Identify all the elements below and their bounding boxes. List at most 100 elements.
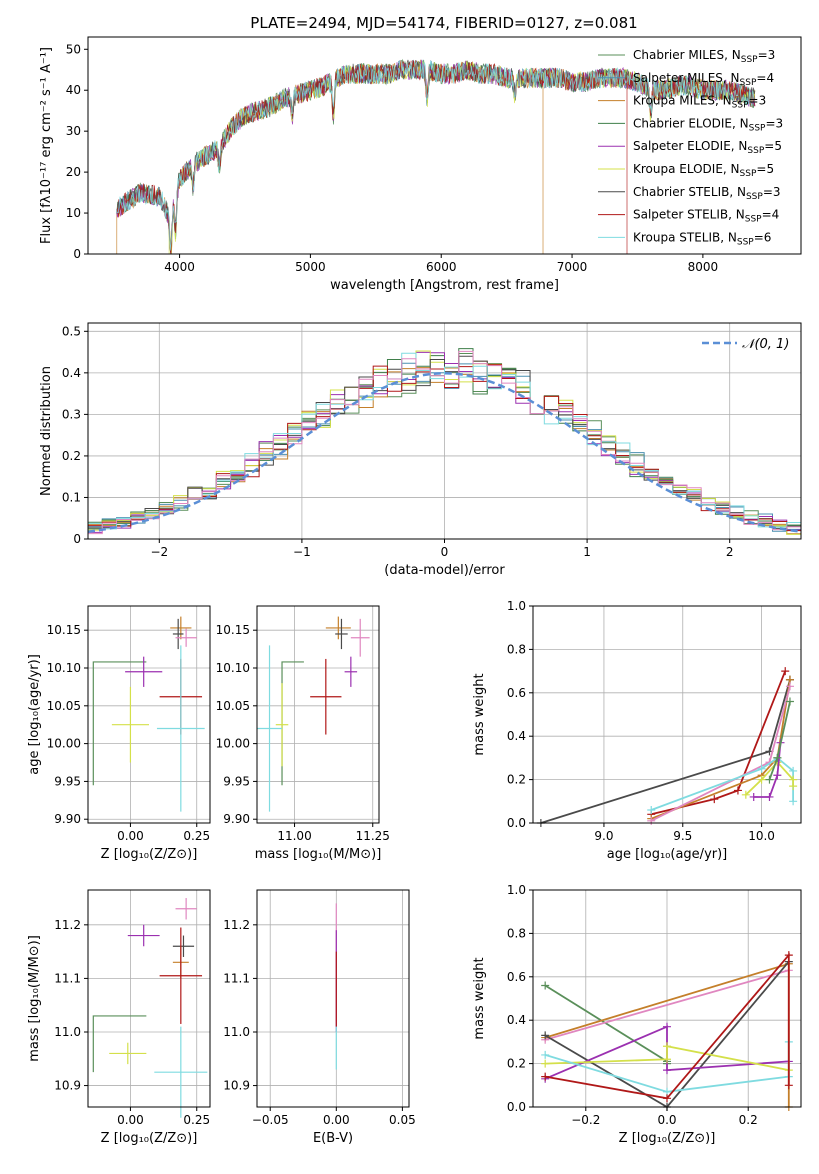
legend-label: Salpeter ELODIE, NSSP=5 [633, 139, 782, 156]
y-tick-label: 10.15 [47, 623, 81, 637]
legend-label: Salpeter STELIB, NSSP=4 [633, 208, 779, 225]
x-tick-label: 0.00 [117, 1113, 144, 1127]
massweight-point-marker [789, 766, 798, 775]
y-tick-label: 0.0 [507, 816, 526, 830]
x-axis-label: Z [log₁₀(Z/Z⊙)] [619, 1131, 716, 1146]
y-tick-label: 20 [66, 165, 81, 179]
y-tick-label: 10.05 [216, 699, 250, 713]
massweight-series-line [650, 679, 791, 820]
legend-label: Chabrier MILES, NSSP=3 [633, 48, 775, 65]
axes-frame [87, 889, 211, 1108]
y-axis-label: age [log₁₀(age/yr)] [27, 654, 42, 775]
legend-label: Kroupa STELIB, NSSP=6 [633, 230, 771, 247]
y-tick-label: 0.6 [507, 686, 526, 700]
y-axis-label: mass [log₁₀(M/M⊙)] [27, 935, 42, 1062]
errorbar-step [92, 661, 147, 786]
y-tick-label: 30 [66, 124, 81, 138]
y-tick-label: 10 [66, 206, 81, 220]
y-tick-label: 1.0 [507, 599, 526, 613]
legend-label: 𝒩(0, 1) [742, 337, 789, 352]
x-axis-label: E(B-V) [313, 1131, 353, 1146]
massweight-point-marker [789, 782, 798, 791]
massweight-point-marker [749, 792, 758, 801]
y-tick-label: 10.10 [216, 661, 250, 675]
y-axis-label: mass weight [472, 957, 487, 1039]
spectrum-legend: Chabrier MILES, NSSP=3 Salpeter MILES, NS… [598, 48, 783, 247]
spectrum-series-line [116, 60, 756, 255]
axes-frame [256, 605, 380, 824]
residual-histogram [88, 355, 801, 529]
y-tick-label: 9.95 [54, 774, 81, 788]
y-tick-label: 0.4 [62, 366, 81, 380]
massweight-point-marker [757, 775, 766, 784]
y-tick-label: 10.10 [47, 661, 81, 675]
massweight-point-marker [784, 951, 793, 960]
mass-vs-ebv-panel: −0.05 0.00 0.05 10.9 11.0 11.1 11.2 E(B-V) [223, 889, 416, 1146]
x-tick-label: −2 [150, 545, 168, 559]
massweight-series-line [544, 969, 790, 1041]
massweight-point-marker [757, 764, 766, 773]
x-tick-label: 0.25 [183, 1113, 210, 1127]
axes-frame [87, 605, 211, 824]
x-tick-label: 2 [726, 545, 734, 559]
y-tick-label: 40 [66, 83, 81, 97]
y-tick-label: 0.6 [507, 970, 526, 984]
massweight-point-marker [765, 792, 774, 801]
massweight-point-marker [663, 1094, 671, 1103]
x-tick-label: 11.25 [356, 829, 390, 843]
massweight-vs-age-panel: 9.0 9.5 10.0 0.0 0.2 0.4 0.6 0.8 1.0 age [log₁₀(a… [472, 599, 802, 862]
legend-label: Kroupa MILES, NSSP=3 [633, 94, 766, 111]
age-vs-mass-panel: 11.00 11.25 9.90 9.95 10.00 10.05 10.10 10.15 ma… [216, 605, 390, 862]
y-tick-label: 0.3 [62, 407, 81, 421]
axes-frame [87, 36, 802, 255]
massweight-point-marker [663, 1055, 671, 1064]
residual-histogram [88, 352, 801, 530]
y-tick-label: 0.4 [507, 729, 526, 743]
y-axis-label: Flux [fλ10⁻¹⁷ erg cm⁻² s⁻¹ A⁻¹] [39, 47, 54, 244]
massweight-series-line [545, 1045, 789, 1071]
x-tick-label: 5000 [295, 260, 326, 274]
y-tick-label: 10.9 [54, 1079, 81, 1093]
y-tick-label: 0.2 [507, 1057, 526, 1071]
y-tick-label: 11.1 [54, 971, 81, 985]
massweight-point-marker [710, 795, 719, 804]
y-tick-label: 10.00 [47, 737, 81, 751]
massweight-point-marker [773, 753, 782, 762]
legend-label: Salpeter MILES, NSSP=4 [633, 71, 774, 88]
y-tick-label: 0.4 [507, 1013, 526, 1027]
y-tick-label: 10.05 [47, 699, 81, 713]
massweight-point-marker [789, 797, 798, 806]
y-tick-label: 9.95 [223, 774, 250, 788]
legend-label: Chabrier ELODIE, NSSP=3 [633, 116, 783, 133]
massweight-point-marker [663, 1042, 671, 1051]
x-tick-label: 10.0 [748, 829, 775, 843]
x-tick-label: −0.05 [252, 1113, 289, 1127]
residual-histogram [88, 350, 801, 535]
y-tick-label: 0 [73, 247, 81, 261]
y-tick-label: 0.1 [62, 490, 81, 504]
x-tick-label: 9.0 [594, 829, 613, 843]
massweight-point-marker [663, 1066, 671, 1075]
x-tick-label: −1 [293, 545, 311, 559]
y-tick-label: 0.0 [507, 1100, 526, 1114]
spectrum-series-line [116, 59, 756, 251]
axes-frame [256, 889, 410, 1108]
y-tick-label: 10.00 [216, 737, 250, 751]
x-tick-label: 0 [441, 545, 449, 559]
x-tick-label: 0.00 [117, 829, 144, 843]
y-tick-label: 9.90 [54, 812, 81, 826]
x-axis-label: Z [log₁₀(Z/Z⊙)] [101, 1131, 198, 1146]
massweight-point-marker [773, 771, 782, 780]
x-tick-label: 8000 [688, 260, 719, 274]
residuals-panel: 𝒩(0, 1) −2 −1 0 1 2 0 0.1 0.2 0.3 0.4 0.5 (data-mode… [39, 322, 802, 578]
massweight-point-marker [741, 790, 750, 799]
spectrum-panel: Chabrier MILES, NSSP=3 Salpeter MILES, NS… [39, 36, 802, 293]
y-tick-label: 0 [73, 532, 81, 546]
x-tick-label: 7000 [557, 260, 588, 274]
x-axis-label: Z [log₁₀(Z/Z⊙)] [101, 847, 198, 862]
y-tick-label: 11.1 [223, 971, 250, 985]
massweight-point-marker [541, 981, 550, 990]
massweight-point-marker [541, 1072, 550, 1081]
normal-reference-curve [87, 372, 802, 533]
